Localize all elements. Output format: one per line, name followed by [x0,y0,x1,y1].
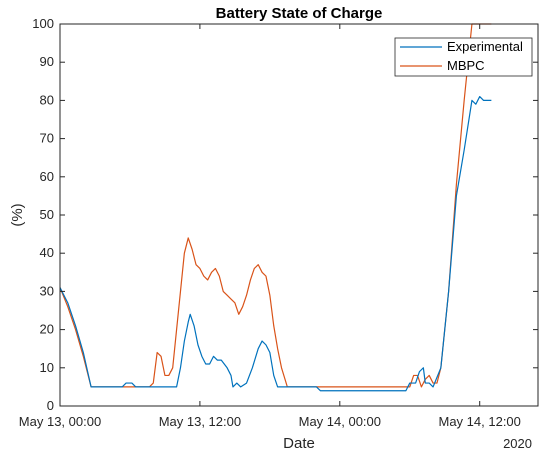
legend-box [394,37,533,77]
year-label: 2020 [503,436,532,451]
plot-area [60,24,538,406]
y-tick-label: 80 [40,92,54,107]
ticks-layer: 0 10 20 30 40 50 60 70 80 90 100 May 13, 00:00 May 1… [19,16,538,429]
plot-frame [59,23,539,407]
x-axis-label: Date [283,435,315,452]
y-tick-label: 10 [40,360,54,375]
legend-label-mbpc: MBPC [447,58,485,73]
y-tick-label: 100 [32,16,54,31]
series-line-experimental [59,95,492,392]
x-tick-label: May 13, 12:00 [159,414,241,429]
y-axis-label: (%) [9,203,26,226]
legend: Experimental MBPC [394,37,533,77]
y-tick-label: 30 [40,283,54,298]
legend-label-experimental: Experimental [447,39,523,54]
y-tick-label: 40 [40,245,54,260]
x-tick-label: May 14, 12:00 [439,414,521,429]
y-tick-label: 60 [40,169,54,184]
y-tick-label: 20 [40,322,54,337]
y-tick-label: 90 [40,54,54,69]
x-tick-label: May 14, 00:00 [299,414,381,429]
y-tick-label: 50 [40,207,54,222]
series-layer [59,23,492,392]
chart-title: Battery State of Charge [216,5,383,22]
series-line-mbpc [59,23,492,388]
y-tick-label: 70 [40,131,54,146]
x-tick-label: May 13, 00:00 [19,414,101,429]
y-tick-label: 0 [47,398,54,413]
